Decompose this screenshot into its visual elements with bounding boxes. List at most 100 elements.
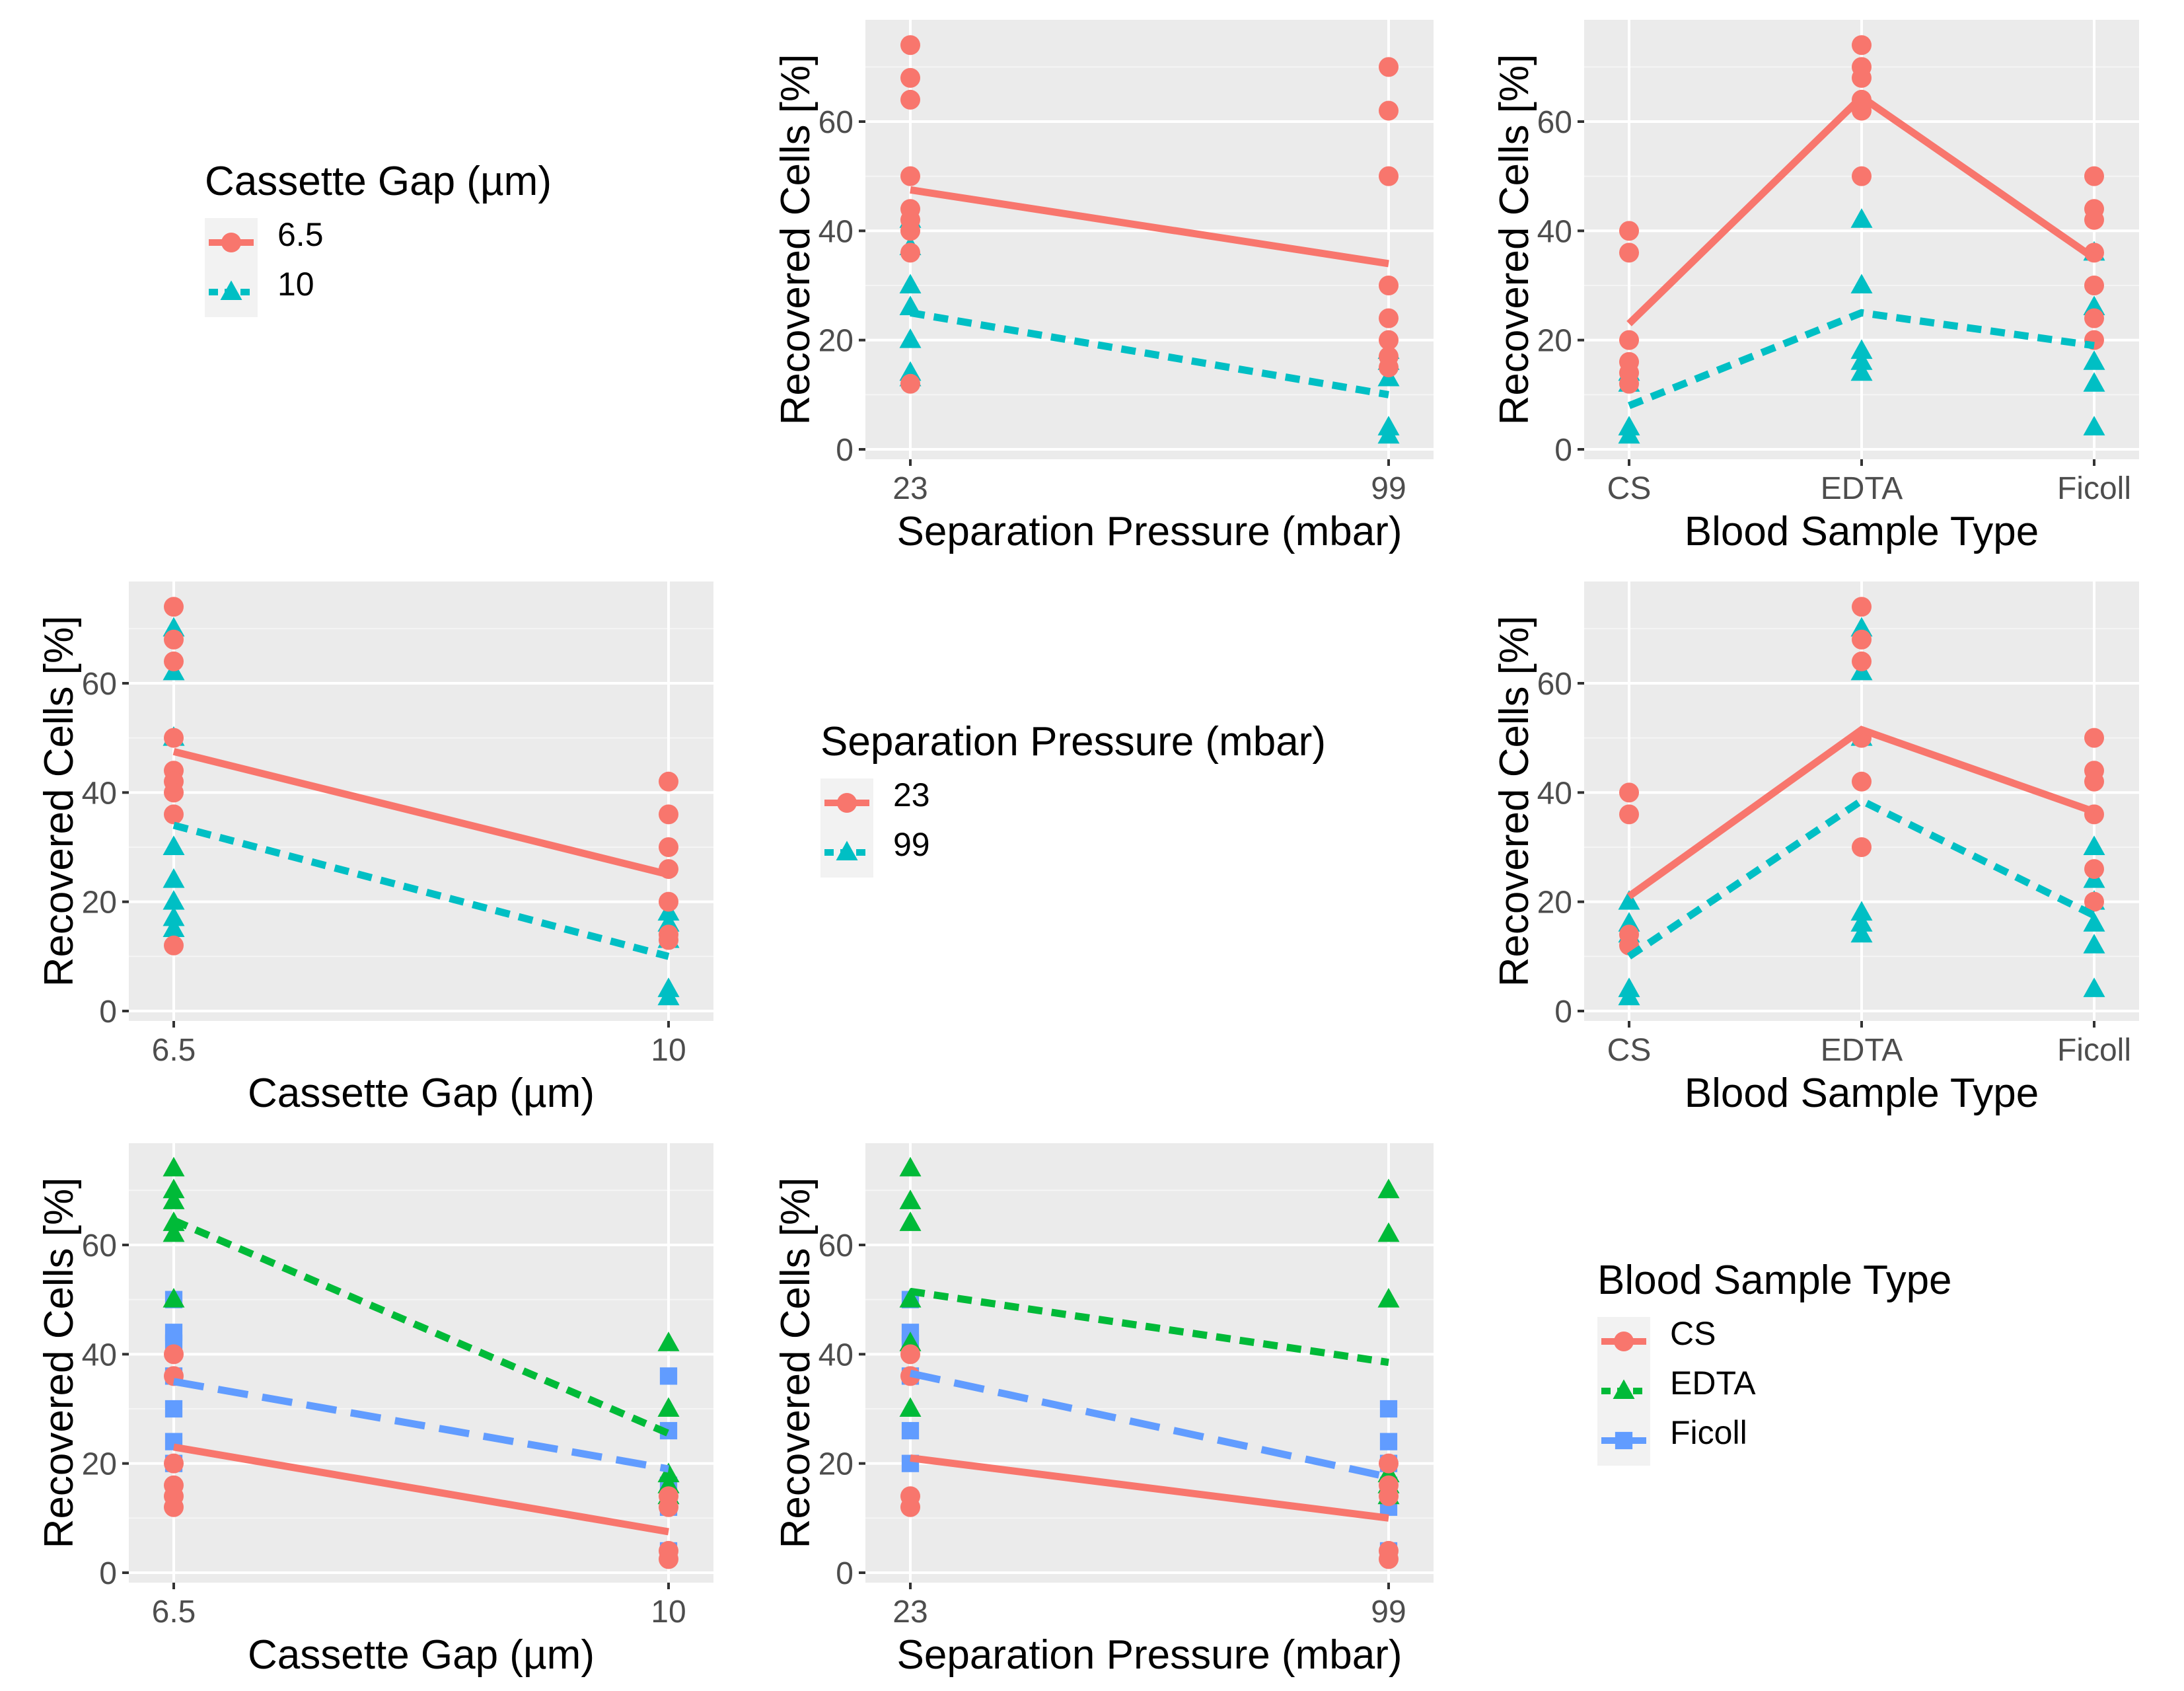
y-tick-label: 60	[1537, 667, 1572, 702]
y-tick-label: 40	[819, 1337, 854, 1372]
data-point-cs-6-5	[164, 1453, 184, 1474]
y-tick-label: 20	[819, 324, 854, 359]
data-point-23-6-5	[164, 651, 184, 671]
data-point-23-edta	[1852, 771, 1872, 792]
legend-key-1	[1601, 1379, 1646, 1399]
legend-key-1	[209, 280, 254, 300]
data-point-99-edta	[1850, 922, 1873, 943]
data-point-99-6-5	[163, 835, 185, 855]
y-tick-label: 60	[819, 1228, 854, 1263]
legend-key-1	[824, 841, 869, 860]
y-axis-title: Recovered Cells [%]	[773, 54, 819, 426]
data-point-99-cs	[1618, 889, 1640, 910]
x-tick-label-23: 23	[892, 471, 928, 506]
data-point-23-edta	[1852, 629, 1872, 650]
data-point-99-ficoll	[2083, 934, 2105, 954]
data-point-6-5-23	[900, 67, 920, 88]
y-tick-label: 0	[1554, 995, 1572, 1030]
data-point-23-10	[659, 771, 678, 792]
panel-blood-by-pressure: 0 20 40 60 CS EDTA Ficoll Blood Sample Type Reco…	[1492, 582, 2139, 1116]
x-tick-label-10: 10	[651, 1033, 686, 1068]
panel-background	[129, 582, 713, 1021]
data-point-cs-6-5	[164, 1344, 184, 1365]
y-tick-label: 60	[819, 105, 854, 140]
data-point-10-ficoll	[2083, 350, 2105, 370]
data-point-23-cs	[1619, 804, 1639, 825]
x-tick-label-edta: EDTA	[1821, 1033, 1903, 1068]
x-tick-label-99: 99	[1371, 1595, 1406, 1630]
mean-line-cs	[173, 1443, 669, 1536]
legend-cassette-gap: Cassette Gap (µm) 6.5 10	[205, 159, 552, 317]
panel-blood-by-gap: 0 20 40 60 CS EDTA Ficoll Blood Sample Type Reco…	[1492, 20, 2139, 554]
x-tick-label-ficoll: Ficoll	[2057, 471, 2131, 506]
data-point-edta-10	[657, 1397, 680, 1417]
data-point-10-edta	[1850, 361, 1873, 381]
data-point-cs-6-5	[164, 1497, 184, 1517]
legend-marker-23	[837, 793, 857, 813]
data-point-23-6-5	[164, 804, 184, 825]
mean-line-99	[1626, 796, 2096, 959]
panel-background	[129, 1143, 713, 1583]
legend-separation-pressure: Separation Pressure (mbar) 23 99	[820, 719, 1326, 878]
y-axis-title: Recovered Cells [%]	[36, 616, 82, 987]
data-point-99-ficoll	[2083, 977, 2105, 997]
x-tick-label-cs: CS	[1607, 1033, 1652, 1068]
data-point-6-5-99	[1379, 166, 1399, 186]
data-point-6-5-23	[900, 89, 920, 110]
mean-line-ficoll	[173, 1378, 669, 1473]
x-tick-label-cs: CS	[1607, 471, 1652, 506]
x-axis-title: Cassette Gap (µm)	[248, 1632, 595, 1678]
panel-gap-by-blood: 0 20 40 60 6.5 10 Cassette Gap (µm) Recovered C…	[36, 1143, 713, 1678]
legend-label-6-5: 6.5	[277, 216, 324, 253]
x-axis-title: Blood Sample Type	[1685, 1071, 2039, 1116]
data-point-6-5-23	[900, 35, 920, 56]
data-point-10-ficoll	[2083, 372, 2105, 392]
legend-key-2	[1601, 1431, 1646, 1450]
y-tick-label: 40	[82, 776, 117, 811]
data-point-99-6-5	[163, 906, 185, 926]
legend-label-edta: EDTA	[1670, 1365, 1756, 1402]
data-point-23-6-5	[164, 597, 184, 617]
data-point-edta-99	[1377, 1178, 1400, 1199]
y-tick-label: 60	[82, 667, 117, 702]
data-point-6-5-edta	[1852, 35, 1872, 56]
y-tick-label: 40	[82, 1337, 117, 1372]
data-point-ficoll-99	[1379, 1400, 1398, 1418]
mean-line-6-5	[910, 186, 1389, 268]
data-point-10-ficoll	[2083, 416, 2105, 435]
data-point-edta-6-5	[163, 1222, 185, 1242]
legend-marker-6-5	[221, 233, 241, 252]
x-axis-title: Separation Pressure (mbar)	[897, 1632, 1402, 1678]
mean-line-10	[1627, 309, 2095, 409]
data-point-6-5-23	[900, 243, 920, 263]
legend-label-23: 23	[893, 776, 930, 813]
legend-marker-edta	[1613, 1379, 1635, 1399]
data-point-23-edta	[1852, 837, 1872, 857]
legend-marker-ficoll	[1615, 1431, 1633, 1450]
x-tick-label-10: 10	[651, 1595, 686, 1630]
data-point-6-5-99	[1379, 357, 1399, 377]
data-point-99-ficoll	[2083, 835, 2105, 855]
legend-key-0	[209, 233, 254, 252]
mean-line-ficoll	[909, 1369, 1390, 1481]
data-point-edta-23	[899, 1189, 922, 1209]
data-point-23-edta	[1852, 597, 1872, 617]
mean-line-23	[1626, 726, 2095, 899]
data-point-6-5-cs	[1619, 373, 1639, 394]
data-point-10-edta	[1850, 339, 1873, 359]
legend-label-10: 10	[277, 266, 314, 303]
y-tick-label: 40	[819, 214, 854, 249]
data-point-6-5-cs	[1619, 221, 1639, 241]
panel-background	[865, 1143, 1434, 1583]
data-point-23-ficoll	[2084, 859, 2104, 880]
data-point-23-ficoll	[2084, 771, 2104, 792]
data-point-cs-10	[659, 1497, 678, 1517]
y-tick-label: 20	[82, 1447, 117, 1482]
data-point-10-edta	[1850, 350, 1873, 370]
y-tick-label: 20	[82, 885, 117, 921]
data-point-6-5-ficoll	[2084, 166, 2104, 186]
y-tick-label: 0	[99, 1556, 117, 1591]
data-point-99-edta	[1850, 912, 1873, 932]
x-tick-label-ficoll: Ficoll	[2057, 1033, 2131, 1068]
